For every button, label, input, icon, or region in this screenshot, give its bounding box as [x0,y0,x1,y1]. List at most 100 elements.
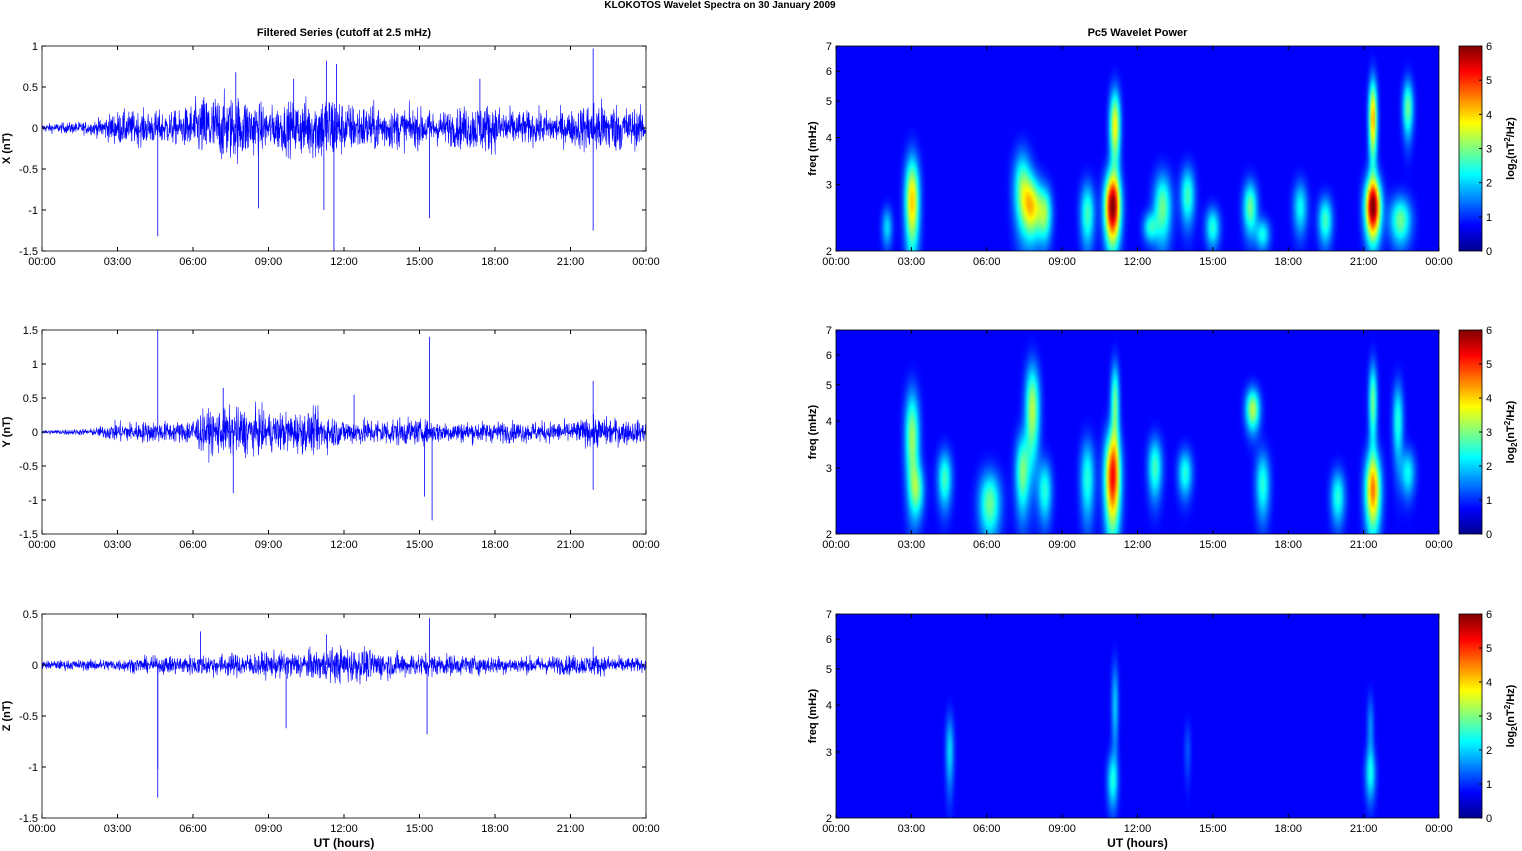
x-tick-label: 12:00 [1124,539,1152,551]
y-tick-label: 2 [826,246,832,258]
y-tick-label: 1.5 [23,325,38,337]
x-tick-label: 18:00 [1274,256,1302,268]
y-tick-label: 4 [826,700,832,712]
x-tick-label: 21:00 [1350,256,1378,268]
x-tick-label: 03:00 [898,256,926,268]
x-tick-label: 06:00 [973,823,1001,835]
y-tick-label: -0.5 [19,711,38,723]
y-tick-label: 0.5 [23,393,38,405]
x-tick-label: 06:00 [179,256,207,268]
colorbar-tick-label: 0 [1486,813,1492,825]
y-tick-label: 5 [826,664,832,676]
figure-title: KLOKOTOS Wavelet Spectra on 30 January 2… [604,0,836,11]
x-tick-label: 00:00 [822,539,850,551]
y-tick-label: 6 [826,66,832,78]
x-tick-label: 09:00 [255,256,283,268]
colorbar-tick-label: 3 [1486,711,1492,723]
x-tick-label: 03:00 [104,539,132,551]
y-tick-label: -0.5 [19,461,38,473]
x-tick-label: 06:00 [973,256,1001,268]
y-tick-label: 0.5 [23,609,38,621]
y-tick-label: 7 [826,325,832,337]
x-tick-label: 15:00 [406,256,434,268]
x-tick-label: 00:00 [632,823,660,835]
colorbar-tick-label: 0 [1486,246,1492,258]
plot-area [42,46,646,251]
x-tick-label: 12:00 [1124,823,1152,835]
x-tick-label: 00:00 [632,256,660,268]
y-tick-label: 7 [826,609,832,621]
x-series-trace [41,88,647,165]
x-axis-label: UT (hours) [314,836,375,850]
y-axis-label: freq (mHz) [807,121,819,176]
x-tick-label: 00:00 [1425,256,1453,268]
x-tick-label: 18:00 [481,823,509,835]
colorbar-tick-label: 4 [1486,677,1492,689]
colorbar-tick-label: 1 [1486,779,1492,791]
colorbar-tick-label: 6 [1486,609,1492,621]
y-tick-label: -1 [28,762,38,774]
y-tick-label: 3 [826,180,832,192]
x-tick-label: 15:00 [1199,256,1227,268]
y-tick-label: 6 [826,350,832,362]
x-tick-label: 21:00 [1350,823,1378,835]
x-tick-label: 03:00 [104,823,132,835]
x-tick-label: 00:00 [28,823,56,835]
panel-title: Pc5 Wavelet Power [1088,27,1189,39]
colorbar-tick-label: 2 [1486,745,1492,757]
x-tick-label: 06:00 [179,823,207,835]
x-tick-label: 00:00 [822,823,850,835]
colorbar-tick-label: 4 [1486,109,1492,121]
x-tick-label: 06:00 [179,539,207,551]
x-tick-label: 03:00 [898,823,926,835]
x-tick-label: 00:00 [632,539,660,551]
x-tick-label: 00:00 [822,256,850,268]
y-tick-label: 3 [826,747,832,759]
colorbar-tick-label: 2 [1486,178,1492,190]
y-tick-label: -1.5 [19,529,38,541]
y-axis-label: freq (mHz) [807,404,819,459]
y-tick-label: 6 [826,634,832,646]
y-tick-label: 7 [826,41,832,53]
y-tick-label: -1 [28,205,38,217]
y-tick-label: -0.5 [19,164,38,176]
z-wavelet-heatmap [836,614,1439,818]
y-tick-label: 2 [826,813,832,825]
y-tick-label: 0 [32,123,38,135]
colorbar-tick-label: 3 [1486,144,1492,156]
x-tick-label: 12:00 [330,539,358,551]
y-tick-label: 4 [826,133,832,145]
y-axis-label: Z (nT) [1,700,13,731]
y-tick-label: 0.5 [23,82,38,94]
x-wavelet-panel: 2 3 4 5 6 7 00:00 03:00 06:00 09:00 12:00 15:00 18:0… [807,27,1519,268]
x-tick-label: 00:00 [28,256,56,268]
colorbar-tick-label: 6 [1486,325,1492,337]
y-axis-label: X (nT) [1,133,13,164]
x-tick-label: 09:00 [255,539,283,551]
y-tick-label: -1 [28,495,38,507]
colorbar-tick-label: 0 [1486,529,1492,541]
x-tick-label: 12:00 [330,256,358,268]
x-tick-label: 21:00 [557,539,585,551]
x-tick-label: 21:00 [557,823,585,835]
x-tick-label: 12:00 [1124,256,1152,268]
x-tick-label: 00:00 [1425,539,1453,551]
x-tick-label: 09:00 [1048,823,1076,835]
colorbar-tick-label: 4 [1486,393,1492,405]
colorbar-tick-label: 1 [1486,495,1492,507]
y-tick-label: 5 [826,380,832,392]
x-tick-label: 06:00 [973,539,1001,551]
x-tick-label: 18:00 [481,256,509,268]
y-tick-label: 0 [32,660,38,672]
z-series-panel: 0.50-0.5-1-1.500:00 03:00 06:00 09:00 12:00 1… [1,609,660,850]
x-tick-label: 00:00 [1425,823,1453,835]
x-tick-label: 18:00 [481,539,509,551]
colorbar-tick-label: 5 [1486,643,1492,655]
colorbar-label: log2(nT2/Hz) [1503,684,1519,747]
x-tick-label: 15:00 [406,823,434,835]
x-tick-label: 03:00 [898,539,926,551]
x-tick-label: 18:00 [1274,823,1302,835]
y-tick-label: 4 [826,416,832,428]
colorbar [1458,45,1483,252]
panel-title: Filtered Series (cutoff at 2.5 mHz) [257,27,432,39]
